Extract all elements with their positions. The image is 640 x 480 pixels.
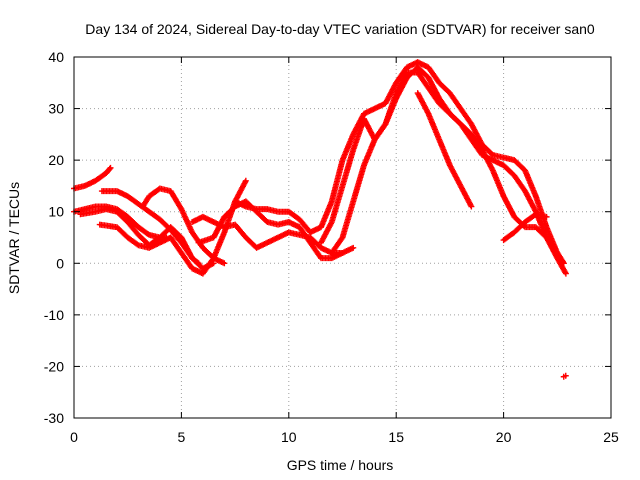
axis-ticks: 0 5 10 15 20 25 -30 -20 -10 0 10 20 30 40: [44, 49, 619, 445]
y-tick-label: -30: [44, 410, 64, 426]
data-point: [144, 231, 151, 238]
x-tick-label: 25: [603, 429, 619, 445]
y-tick-label: 10: [48, 204, 64, 220]
series-track-11: [328, 64, 567, 267]
data-point: [559, 258, 566, 265]
y-axis-label: SDTVAR / TECUs: [6, 182, 22, 294]
x-tick-label: 10: [281, 429, 297, 445]
data-point: [242, 177, 249, 184]
chart-title: Day 134 of 2024, Sidereal Day-to-day VTE…: [85, 21, 595, 37]
y-tick-label: 20: [48, 152, 64, 168]
series-track-9: [232, 59, 567, 267]
data-point: [468, 203, 475, 210]
data-point: [107, 164, 114, 171]
data-point: [339, 249, 346, 256]
series-track-6: [96, 177, 249, 277]
series-track-13: [500, 211, 550, 244]
y-tick-label: 0: [56, 255, 64, 271]
x-tick-label: 5: [178, 429, 186, 445]
data-point: [106, 165, 113, 172]
data-points: [71, 59, 569, 380]
y-tick-label: -20: [44, 358, 64, 374]
x-tick-label: 20: [496, 429, 512, 445]
y-tick-label: 30: [48, 101, 64, 117]
series-outlier: [560, 372, 569, 380]
y-tick-label: -10: [44, 307, 64, 323]
data-point: [562, 269, 569, 276]
x-axis-label: GPS time / hours: [287, 457, 394, 473]
series-track-4: [139, 185, 228, 267]
x-tick-label: 0: [70, 429, 78, 445]
plot-frame: [73, 56, 612, 419]
data-point: [134, 241, 141, 248]
data-point: [221, 260, 228, 267]
y-tick-label: 40: [48, 49, 64, 65]
data-point: [560, 260, 567, 267]
data-point: [562, 270, 569, 277]
data-point: [350, 244, 357, 251]
data-point: [562, 372, 569, 379]
series-track-12: [414, 90, 475, 210]
x-tick-label: 15: [388, 429, 404, 445]
data-point: [543, 213, 550, 220]
